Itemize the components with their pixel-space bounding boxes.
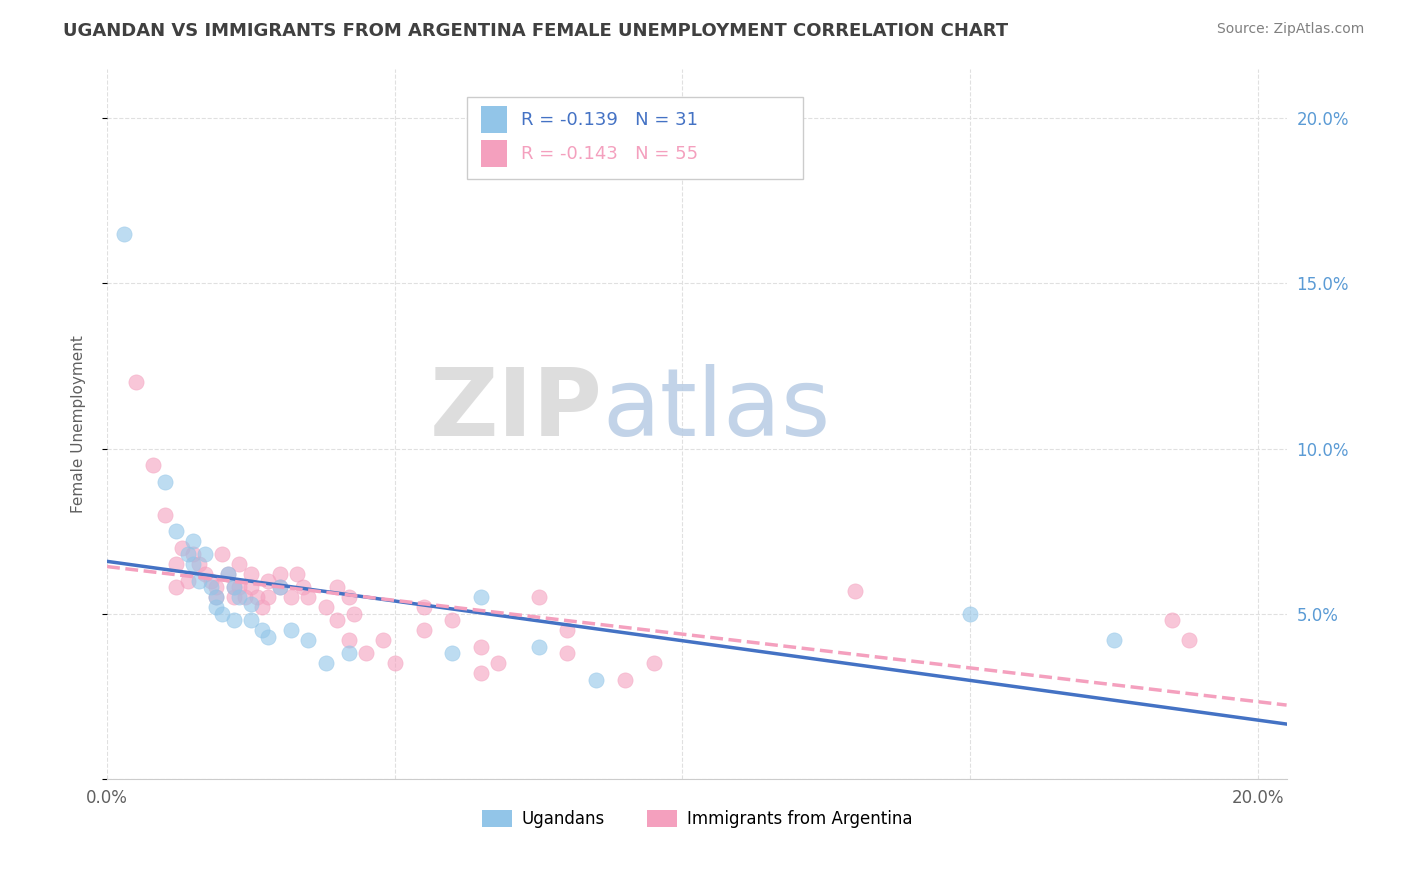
Text: ZIP: ZIP bbox=[430, 364, 603, 456]
Point bbox=[222, 580, 245, 594]
Point bbox=[217, 567, 239, 582]
Point bbox=[470, 590, 492, 604]
Point bbox=[354, 646, 377, 660]
FancyBboxPatch shape bbox=[481, 106, 508, 133]
Point bbox=[165, 580, 187, 594]
Point bbox=[470, 666, 492, 681]
Text: R = -0.139   N = 31: R = -0.139 N = 31 bbox=[522, 111, 699, 128]
Point bbox=[222, 590, 245, 604]
Point bbox=[188, 557, 211, 571]
Point bbox=[188, 574, 211, 588]
Point bbox=[315, 600, 337, 615]
Point bbox=[613, 673, 636, 687]
Point bbox=[222, 580, 245, 594]
Point bbox=[337, 590, 360, 604]
Text: atlas: atlas bbox=[603, 364, 831, 456]
Point bbox=[343, 607, 366, 621]
Point bbox=[252, 624, 274, 638]
Point bbox=[205, 600, 228, 615]
Point bbox=[441, 613, 464, 627]
Point bbox=[211, 547, 233, 561]
Point bbox=[527, 590, 550, 604]
Point bbox=[557, 646, 579, 660]
Point bbox=[373, 633, 395, 648]
Point bbox=[183, 547, 205, 561]
Text: R = -0.143   N = 55: R = -0.143 N = 55 bbox=[522, 145, 699, 162]
Point bbox=[337, 646, 360, 660]
Point bbox=[486, 657, 509, 671]
Point bbox=[269, 580, 291, 594]
Point bbox=[441, 646, 464, 660]
Point bbox=[257, 590, 280, 604]
Point bbox=[176, 547, 198, 561]
Point bbox=[280, 590, 302, 604]
Point bbox=[959, 607, 981, 621]
Point bbox=[211, 607, 233, 621]
Point bbox=[337, 633, 360, 648]
Point bbox=[153, 475, 176, 489]
Point bbox=[412, 624, 434, 638]
Point bbox=[239, 567, 262, 582]
Point bbox=[326, 613, 349, 627]
Point bbox=[297, 590, 319, 604]
Point bbox=[205, 590, 228, 604]
Point bbox=[269, 567, 291, 582]
Point bbox=[1178, 633, 1201, 648]
Point bbox=[183, 557, 205, 571]
Point bbox=[153, 508, 176, 522]
Point bbox=[280, 624, 302, 638]
Point bbox=[285, 567, 308, 582]
Point bbox=[246, 590, 269, 604]
FancyBboxPatch shape bbox=[467, 97, 803, 178]
Point bbox=[239, 597, 262, 611]
Point bbox=[297, 633, 319, 648]
Point bbox=[643, 657, 665, 671]
Point bbox=[233, 590, 256, 604]
Point bbox=[194, 547, 217, 561]
Point bbox=[165, 524, 187, 538]
Legend: Ugandans, Immigrants from Argentina: Ugandans, Immigrants from Argentina bbox=[475, 803, 918, 835]
Point bbox=[257, 574, 280, 588]
Point bbox=[257, 630, 280, 644]
Point bbox=[470, 640, 492, 654]
Point bbox=[200, 574, 222, 588]
Text: Source: ZipAtlas.com: Source: ZipAtlas.com bbox=[1216, 22, 1364, 37]
Point bbox=[112, 227, 135, 241]
Point bbox=[165, 557, 187, 571]
Point bbox=[585, 673, 607, 687]
Point bbox=[412, 600, 434, 615]
Point bbox=[239, 613, 262, 627]
Point bbox=[228, 580, 250, 594]
Point bbox=[228, 557, 250, 571]
Text: UGANDAN VS IMMIGRANTS FROM ARGENTINA FEMALE UNEMPLOYMENT CORRELATION CHART: UGANDAN VS IMMIGRANTS FROM ARGENTINA FEM… bbox=[63, 22, 1008, 40]
Point bbox=[269, 580, 291, 594]
Point bbox=[205, 590, 228, 604]
Point bbox=[1160, 613, 1182, 627]
Point bbox=[183, 534, 205, 549]
Point bbox=[315, 657, 337, 671]
Point bbox=[142, 458, 165, 472]
Point bbox=[228, 590, 250, 604]
Point bbox=[844, 583, 866, 598]
Point bbox=[557, 624, 579, 638]
Y-axis label: Female Unemployment: Female Unemployment bbox=[72, 334, 86, 513]
Point bbox=[194, 567, 217, 582]
FancyBboxPatch shape bbox=[481, 140, 508, 168]
Point bbox=[239, 580, 262, 594]
Point bbox=[205, 580, 228, 594]
Point bbox=[200, 580, 222, 594]
Point bbox=[222, 613, 245, 627]
Point bbox=[326, 580, 349, 594]
Point bbox=[527, 640, 550, 654]
Point bbox=[252, 600, 274, 615]
Point bbox=[176, 574, 198, 588]
Point bbox=[170, 541, 193, 555]
Point bbox=[125, 376, 148, 390]
Point bbox=[217, 567, 239, 582]
Point bbox=[384, 657, 406, 671]
Point bbox=[1102, 633, 1125, 648]
Point bbox=[291, 580, 314, 594]
